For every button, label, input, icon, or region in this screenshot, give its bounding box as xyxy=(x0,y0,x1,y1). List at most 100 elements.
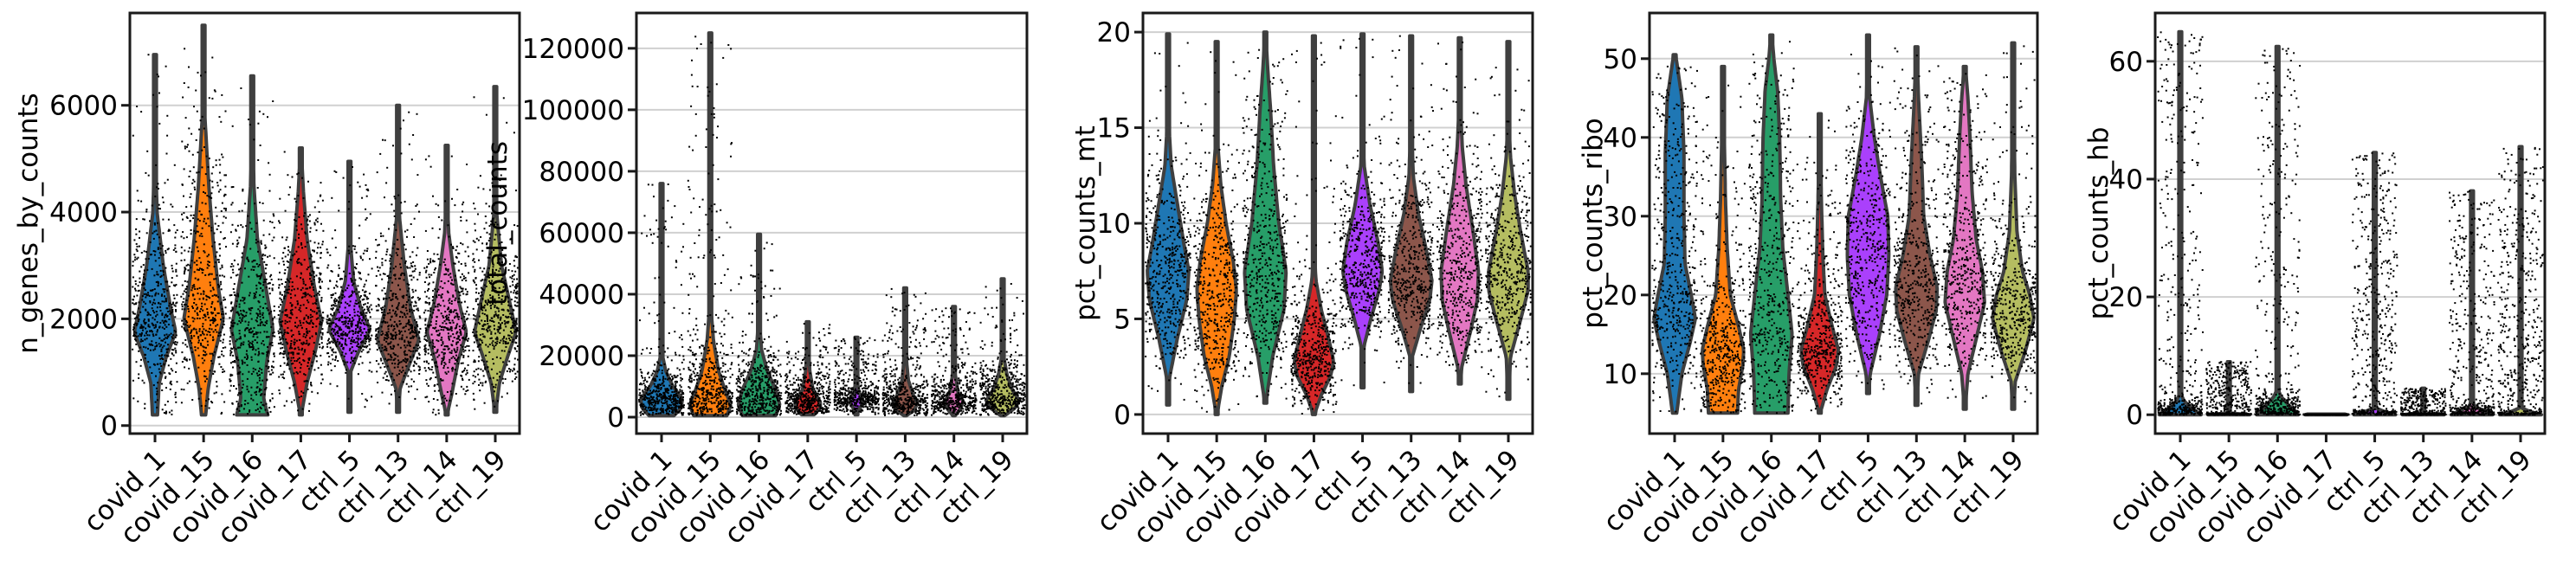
strip-points xyxy=(687,35,734,417)
y-tick-label: 10 xyxy=(1604,359,1637,390)
strip-points xyxy=(2205,361,2252,416)
strip-points xyxy=(1485,67,1532,398)
violin-body xyxy=(1146,32,1191,407)
y-tick-label: 50 xyxy=(1604,44,1637,75)
strip-points xyxy=(1990,45,2037,403)
violin-body xyxy=(1894,45,1940,408)
panel-pct_counts_mt: 05101520pct_counts_mtcovid_1covid_15covi… xyxy=(1070,11,1534,550)
y-tick-label: 0 xyxy=(100,411,118,442)
violin-body xyxy=(1652,53,1697,415)
violin-ctrl_13 xyxy=(374,103,422,415)
violin-ctrl_19 xyxy=(979,277,1026,418)
y-tick-label: 20 xyxy=(1604,280,1637,312)
strip-points xyxy=(2497,146,2544,416)
violin-body xyxy=(736,232,782,418)
strip-points xyxy=(2254,48,2302,416)
violin-body xyxy=(1845,33,1891,396)
strip-points xyxy=(930,307,978,416)
violin-ctrl_5 xyxy=(1844,33,1892,396)
y-tick-label: 100000 xyxy=(522,95,624,126)
violin-body xyxy=(688,31,733,418)
y-axis-label: pct_counts_ribo xyxy=(1578,118,1609,329)
violin-ctrl_5 xyxy=(2351,151,2398,417)
y-axis-label: n_genes_by_counts xyxy=(13,93,44,353)
strip-points xyxy=(1193,51,1240,413)
violin-body xyxy=(639,182,684,418)
y-tick-label: 0 xyxy=(607,402,624,434)
strip-points xyxy=(784,323,831,415)
strip-points xyxy=(881,287,929,417)
axes-frame xyxy=(2153,11,2547,435)
strip-points xyxy=(2351,151,2398,416)
strip-points xyxy=(1387,35,1435,384)
strip-points xyxy=(132,54,178,415)
panel-total_counts: 0 20000 40000 60000 80000 100000 120000 total_c… xyxy=(482,11,1029,550)
y-tick-label: 20 xyxy=(2109,282,2143,313)
violin-ctrl_14 xyxy=(1941,64,1988,411)
strip-points xyxy=(277,151,325,412)
y-tick-label: 30 xyxy=(1604,202,1637,233)
violin-ctrl_19 xyxy=(1485,40,1532,402)
y-axis-label: pct_counts_mt xyxy=(1070,125,1101,321)
violin-ctrl_5 xyxy=(326,159,373,415)
violin-covid_15 xyxy=(1699,64,1746,415)
violin-body xyxy=(891,286,920,418)
y-tick-label: 5 xyxy=(1114,304,1131,335)
violin-body xyxy=(1293,34,1335,416)
violin-body xyxy=(1487,40,1530,402)
violin-ctrl_14 xyxy=(930,305,978,418)
panel-pct_counts_hb: 0204060pct_counts_hbcovid_1covid_15covid… xyxy=(2083,11,2547,550)
violin-covid_15 xyxy=(2205,360,2252,417)
panel-n_genes_by_counts: 0200040006000n_genes_by_countscovid_1cov… xyxy=(13,11,521,550)
strip-points xyxy=(2399,387,2447,416)
violin-ctrl_14 xyxy=(2449,189,2495,417)
violin-covid_17 xyxy=(277,146,325,417)
strip-points xyxy=(2302,413,2350,416)
violin-body xyxy=(943,305,965,418)
strip-points xyxy=(374,111,422,405)
violin-covid_17 xyxy=(1796,112,1843,415)
violin-covid_16 xyxy=(2254,44,2302,417)
y-tick-label: 60000 xyxy=(539,218,624,249)
y-tick-label: 6000 xyxy=(49,91,118,122)
strip-points xyxy=(326,166,373,408)
violin-body xyxy=(2255,44,2301,417)
strip-points xyxy=(1145,42,1191,401)
y-axis-label: total_counts xyxy=(482,141,513,306)
axes-frame xyxy=(1648,11,2039,435)
strip-points xyxy=(1941,73,1988,399)
violin-covid_15 xyxy=(687,31,734,418)
strip-points xyxy=(1242,48,1289,400)
y-axis-label: pct_counts_hb xyxy=(2083,127,2114,320)
y-tick-label: 120000 xyxy=(522,34,624,65)
violin-body xyxy=(229,74,275,417)
strip-points xyxy=(1893,47,1940,405)
violin-body xyxy=(1991,41,2036,411)
y-tick-label: 15 xyxy=(1097,113,1131,145)
strip-points xyxy=(1436,42,1483,372)
violin-covid_16 xyxy=(1242,30,1289,405)
violin-body xyxy=(2449,189,2495,417)
violin-ctrl_13 xyxy=(1893,45,1940,408)
strip-points xyxy=(979,283,1026,417)
violin-ctrl_5 xyxy=(833,335,880,417)
strip-points xyxy=(423,155,470,416)
strip-points xyxy=(1747,41,1795,415)
strip-points xyxy=(1699,84,1746,414)
violin-covid_16 xyxy=(735,232,783,418)
y-tick-label: 10 xyxy=(1097,209,1131,240)
y-tick-label: 40 xyxy=(1604,123,1637,154)
y-tick-label: 80000 xyxy=(539,157,624,188)
violin-covid_1 xyxy=(1145,32,1191,407)
violin-covid_15 xyxy=(180,23,227,417)
violin-body xyxy=(132,53,178,417)
violin-covid_16 xyxy=(229,74,276,417)
violin-ctrl_13 xyxy=(1387,34,1435,394)
violin-covid_1 xyxy=(1651,53,1698,415)
strip-points xyxy=(638,183,685,416)
strip-points xyxy=(2157,31,2204,416)
violin-covid_1 xyxy=(638,182,685,418)
violin-ctrl_19 xyxy=(1990,41,2037,411)
violin-covid_17 xyxy=(1290,34,1338,416)
